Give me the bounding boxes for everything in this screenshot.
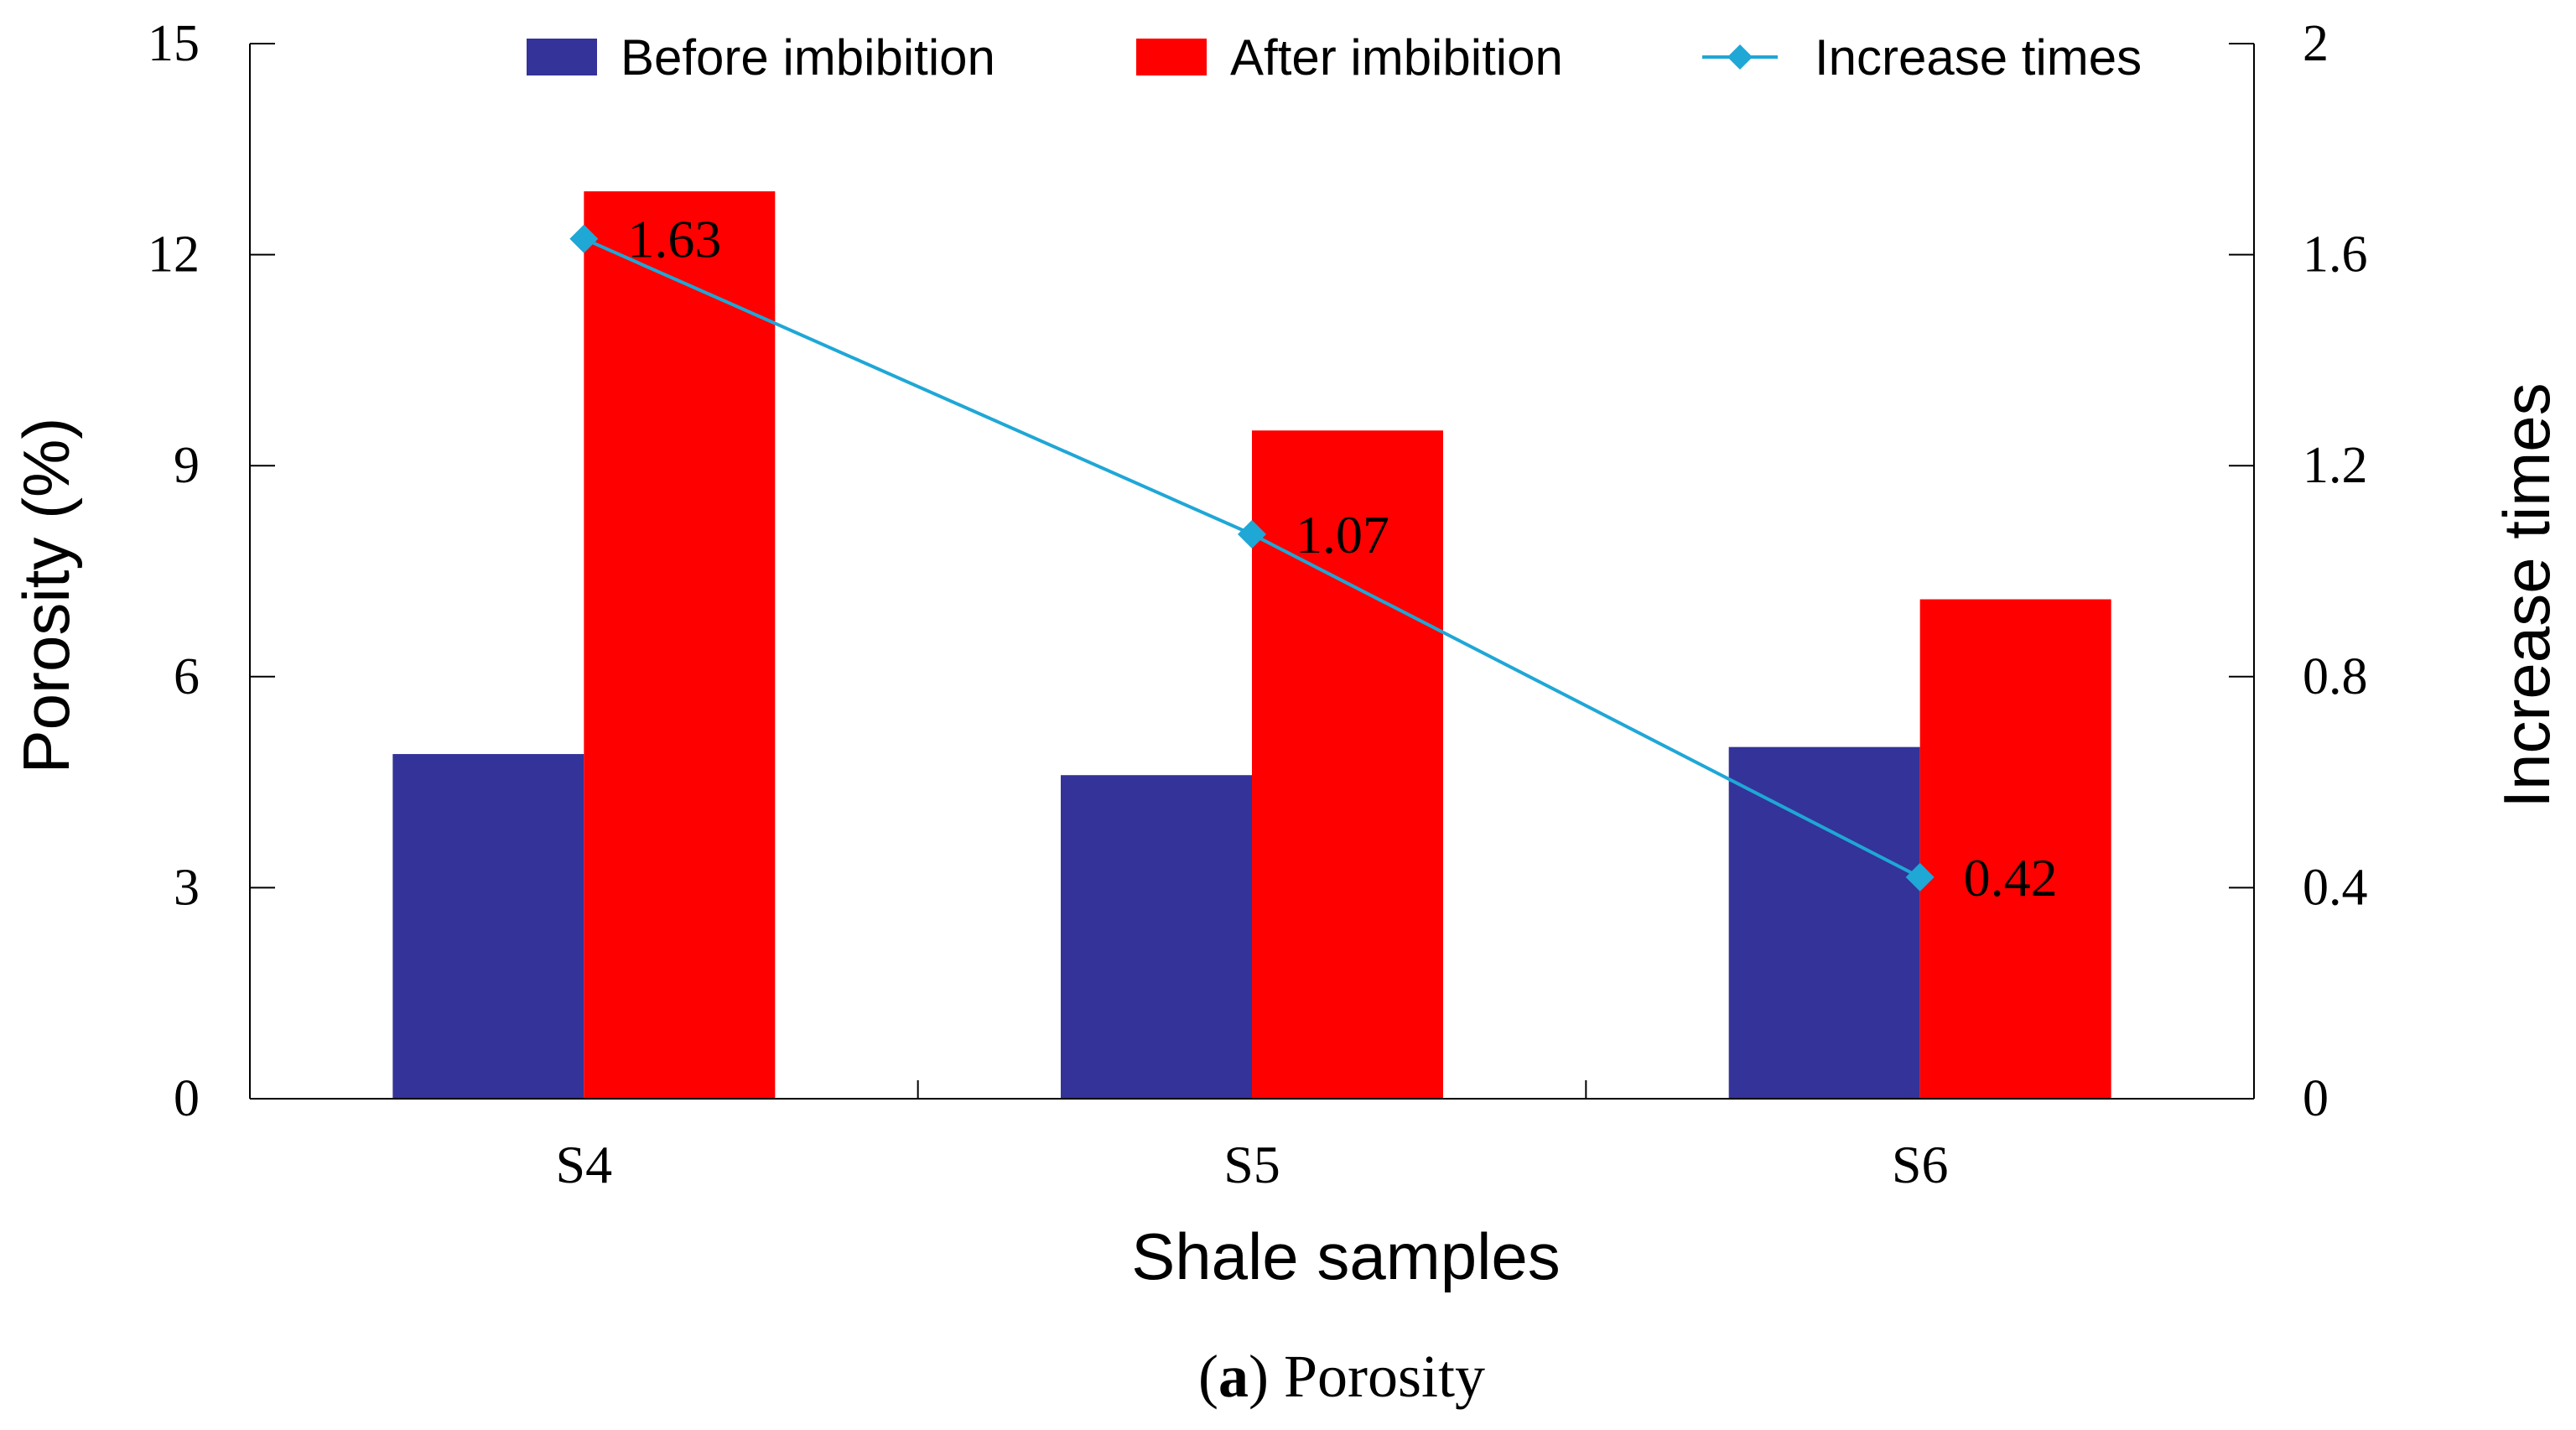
increase-times-data-label: 0.42: [1964, 848, 2058, 907]
bar-before-imbibition-s6: [1728, 746, 1920, 1099]
y-axis-title: Porosity (%): [9, 418, 83, 774]
labels-layer: 1.63 1.07 0.42: [627, 210, 2057, 907]
y2-tick-label: 0.4: [2303, 859, 2368, 916]
legend-label-before-imbibition: Before imbibition: [621, 29, 995, 86]
increase-times-point-s4: [569, 224, 599, 253]
line-layer: [569, 224, 1935, 892]
increase-times-data-label: 1.63: [627, 210, 721, 269]
x-tick-label: S5: [1223, 1135, 1280, 1194]
y2-tick-label: 2: [2303, 15, 2329, 72]
axes-layer: 0 3 6 9 12 15 0 0.4 0.8 1.2 1.6 2 S4 S5 S6: [148, 15, 2368, 1194]
bar-after-imbibition-s4: [584, 191, 776, 1099]
caption-label: a: [1218, 1343, 1249, 1410]
legend-swatch-after-imbibition: [1136, 39, 1207, 75]
y2-axis-title: Increase times: [2490, 382, 2563, 808]
y2-tick-label: 1.2: [2303, 437, 2368, 494]
y-tick-label: 0: [174, 1070, 200, 1127]
legend-marker-increase-times: [1727, 44, 1753, 70]
y2-tick-label: 0.8: [2303, 648, 2368, 705]
legend-layer: Before imbibition After imbibition Increas…: [527, 29, 2142, 86]
y-tick-label: 3: [174, 859, 200, 916]
legend-label-after-imbibition: After imbibition: [1230, 29, 1563, 86]
y-tick-label: 9: [174, 437, 200, 494]
x-tick-label: S4: [556, 1135, 613, 1194]
bars-layer: [392, 191, 2111, 1099]
caption-text: Porosity: [1284, 1343, 1485, 1410]
legend-swatch-before-imbibition: [527, 39, 597, 75]
increase-times-point-s5: [1238, 519, 1266, 549]
increase-times-point-s6: [1905, 862, 1935, 892]
y-tick-label: 6: [174, 648, 200, 705]
y-tick-label: 12: [148, 226, 200, 283]
bar-after-imbibition-s5: [1252, 430, 1443, 1099]
y2-tick-label: 0: [2303, 1070, 2329, 1127]
y-tick-label: 15: [148, 15, 200, 72]
legend-label-increase-times: Increase times: [1815, 29, 2142, 86]
y2-tick-label: 1.6: [2303, 226, 2368, 283]
bar-before-imbibition-s5: [1061, 775, 1252, 1099]
x-tick-label: S6: [1892, 1135, 1949, 1194]
figure-caption: (a) Porosity: [1198, 1343, 1485, 1410]
bar-before-imbibition-s4: [392, 754, 584, 1099]
x-axis-title: Shale samples: [1131, 1219, 1561, 1293]
bar-after-imbibition-s6: [1919, 599, 2111, 1099]
increase-times-data-label: 1.07: [1296, 505, 1389, 564]
